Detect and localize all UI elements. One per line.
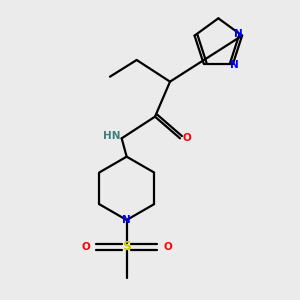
Text: N: N: [234, 29, 242, 39]
Text: O: O: [183, 133, 192, 143]
Text: S: S: [122, 240, 131, 253]
Text: HN: HN: [103, 131, 120, 141]
Text: N: N: [122, 215, 131, 225]
Text: O: O: [163, 242, 172, 252]
Text: N: N: [230, 60, 239, 70]
Text: O: O: [81, 242, 90, 252]
